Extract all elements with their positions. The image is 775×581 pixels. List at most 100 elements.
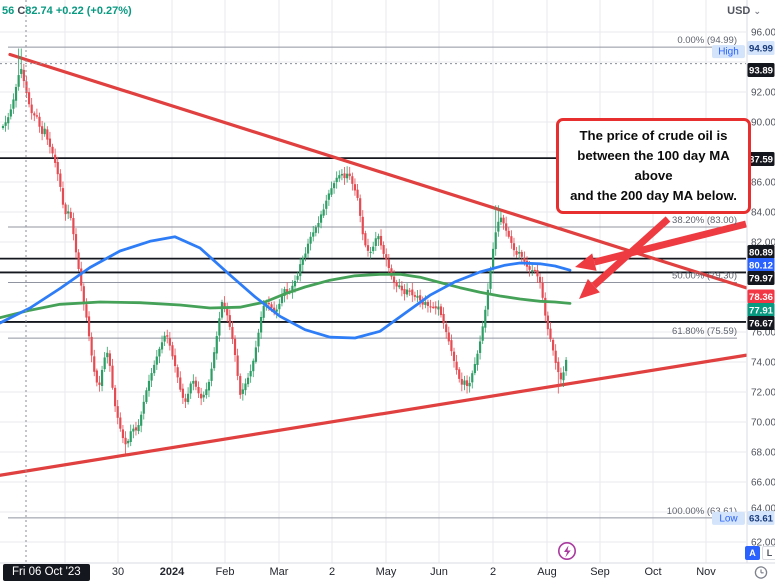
candle-body (186, 393, 190, 403)
candle-body (439, 306, 443, 316)
candle-body (309, 236, 312, 244)
ma-100-line (0, 235, 572, 340)
trendlines[interactable] (0, 52, 748, 477)
candle-body (72, 218, 75, 235)
candle-body (35, 115, 38, 117)
candle-body (189, 383, 192, 394)
candle-body (231, 326, 234, 340)
candle-body (338, 175, 341, 179)
time-tick-label: 2024 (160, 566, 185, 578)
candle-body (293, 280, 297, 287)
candle-body (176, 367, 179, 378)
candle-body (236, 355, 239, 376)
candle-body (385, 254, 388, 260)
candle-body (445, 324, 448, 333)
ohlc-ticker: 56 C82.74 +0.22 (+0.27%) (2, 5, 132, 17)
candle-body (207, 381, 211, 391)
auto-scale-button[interactable]: A (745, 546, 760, 560)
candle-body (515, 250, 518, 255)
arrow-head (579, 278, 600, 299)
chevron-down-icon: ⌄ (753, 6, 761, 16)
price-chip-76.67: 76.67 (749, 319, 773, 330)
clock-circle-icon[interactable] (754, 566, 768, 579)
fib-level-label: 61.80% (75.59) (672, 326, 737, 337)
candle-body (455, 361, 458, 371)
candle-body (419, 295, 422, 301)
time-axis-bg[interactable] (0, 563, 775, 581)
price-tick-label: 62.00 (751, 538, 775, 549)
candle-body (262, 305, 265, 318)
candle-body (306, 243, 310, 254)
candle-body (168, 337, 171, 346)
candle-body (317, 222, 320, 227)
candle-body (27, 92, 31, 105)
candle-body (1, 125, 5, 128)
fib-retracement[interactable] (8, 46, 737, 519)
candle-body (476, 353, 479, 366)
price-tick-label: 90.00 (751, 118, 775, 129)
log-scale-button[interactable]: L (762, 546, 775, 560)
candle-body (275, 309, 278, 312)
price-chip-bg (747, 303, 775, 317)
candle-body (150, 373, 153, 381)
annotation-arrows[interactable] (575, 216, 747, 299)
candle-body (408, 290, 411, 292)
currency-selector[interactable]: USD ⌄ (727, 5, 761, 17)
arrow-shaft (593, 220, 747, 266)
price-chip-80.12: 80.12 (749, 261, 773, 272)
candle-body (442, 313, 445, 324)
flash-circle-icon[interactable] (557, 541, 576, 560)
candle-body (390, 268, 393, 277)
fib-level-label: 38.20% (83.00) (672, 215, 737, 226)
candle-body (98, 382, 101, 385)
candle-body (291, 285, 294, 293)
price-chip-bg (747, 289, 775, 304)
candle-body (132, 428, 135, 432)
candle-body (142, 401, 145, 414)
candle-body (226, 306, 229, 316)
candle-body (416, 295, 419, 298)
annotation-text-box[interactable]: The price of crude oil is between the 10… (556, 118, 751, 214)
candle-body (43, 128, 46, 135)
candle-body (510, 236, 513, 243)
candle-body (314, 227, 317, 233)
candle-body (505, 223, 508, 231)
candle-body (340, 173, 344, 176)
candle-body (51, 146, 54, 154)
high-tag: High (718, 47, 739, 58)
price-chip-94.99: 94.99 (749, 44, 773, 55)
candle-body (252, 360, 255, 372)
candle-body (343, 173, 346, 179)
ohlc-fragment: 56 (2, 5, 15, 17)
candle-body (220, 301, 224, 318)
candle-body (299, 264, 302, 277)
time-tick-label: 2 (490, 566, 496, 578)
candle-body (77, 252, 80, 269)
candle-body (312, 232, 315, 237)
candle-body (67, 211, 70, 214)
candle-body (372, 246, 375, 252)
time-tick-label: Oct (644, 566, 661, 578)
candle-body (473, 364, 476, 374)
candle-body (108, 353, 111, 366)
candle-body (87, 316, 91, 337)
price-chip-78.36: 78.36 (749, 292, 773, 303)
candle-body (392, 276, 396, 283)
candle-body (114, 387, 117, 407)
candle-body (353, 184, 357, 191)
candle-body (25, 81, 28, 94)
price-chip-bg (747, 258, 775, 272)
candle-body (377, 236, 380, 240)
candle-body (259, 316, 263, 333)
candle-body (411, 289, 414, 296)
candle-body (85, 304, 88, 318)
candle-body (257, 332, 260, 347)
price-tick-label: 74.00 (751, 358, 775, 369)
candle-body (379, 235, 383, 246)
candle-body (41, 126, 44, 134)
candle-body (194, 380, 198, 387)
candle-body (100, 369, 104, 387)
candle-body (127, 440, 130, 444)
candle-body (492, 248, 495, 270)
